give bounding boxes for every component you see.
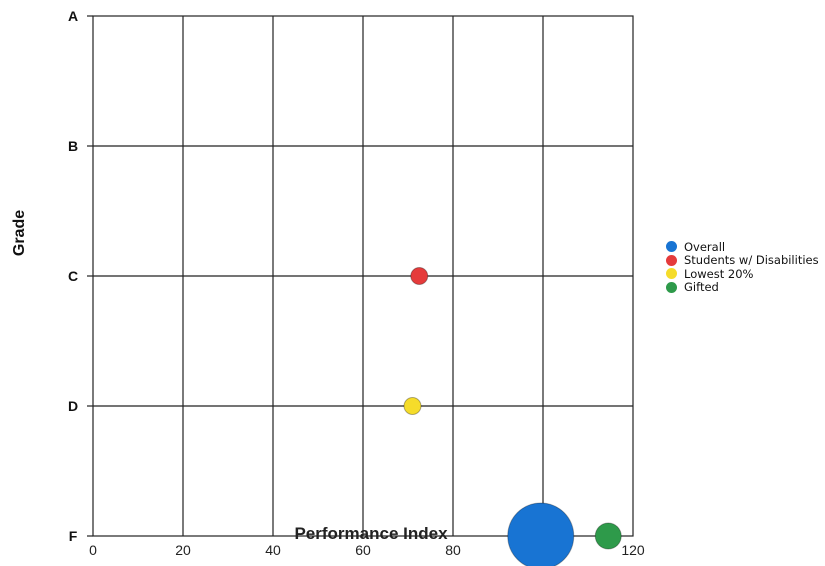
- legend-item: Gifted: [666, 280, 819, 295]
- legend-swatch: [666, 254, 677, 266]
- legend-label: Students w/ Disabilities: [684, 253, 819, 268]
- data-point: [594, 522, 622, 550]
- x-tick-label: 120: [621, 542, 645, 558]
- x-tick-label: 60: [355, 542, 371, 558]
- data-point: [410, 267, 429, 285]
- data-point: [403, 397, 422, 415]
- y-tick-label: F: [69, 528, 78, 544]
- legend-item: Lowest 20%: [666, 267, 819, 281]
- legend-label: Lowest 20%: [684, 266, 754, 281]
- y-tick-label: C: [68, 268, 78, 284]
- grid: [87, 15, 634, 537]
- data-point: [507, 502, 575, 566]
- y-axis-label: Grade: [11, 210, 28, 256]
- legend-swatch: [666, 281, 677, 293]
- legend-label: Gifted: [684, 280, 719, 295]
- legend-label: Overall: [684, 239, 726, 254]
- legend-item: Students w/ Disabilities: [666, 253, 819, 268]
- x-tick-label: 80: [445, 542, 461, 558]
- legend-swatch: [666, 268, 677, 280]
- legend: Overall Students w/ Disabilities Lowest 20…: [666, 240, 819, 294]
- y-tick-labels: A B C D F: [68, 8, 78, 544]
- x-tick-label: 0: [89, 542, 97, 558]
- x-axis-label: Performance Index: [294, 524, 448, 543]
- x-tick-label: 40: [265, 542, 281, 558]
- y-tick-label: D: [68, 398, 78, 414]
- y-tick-label: A: [68, 8, 78, 24]
- legend-swatch: [666, 241, 677, 253]
- x-tick-label: 20: [175, 542, 191, 558]
- y-tick-label: B: [68, 138, 78, 154]
- data-points: [403, 267, 622, 566]
- legend-item: Overall: [666, 240, 819, 254]
